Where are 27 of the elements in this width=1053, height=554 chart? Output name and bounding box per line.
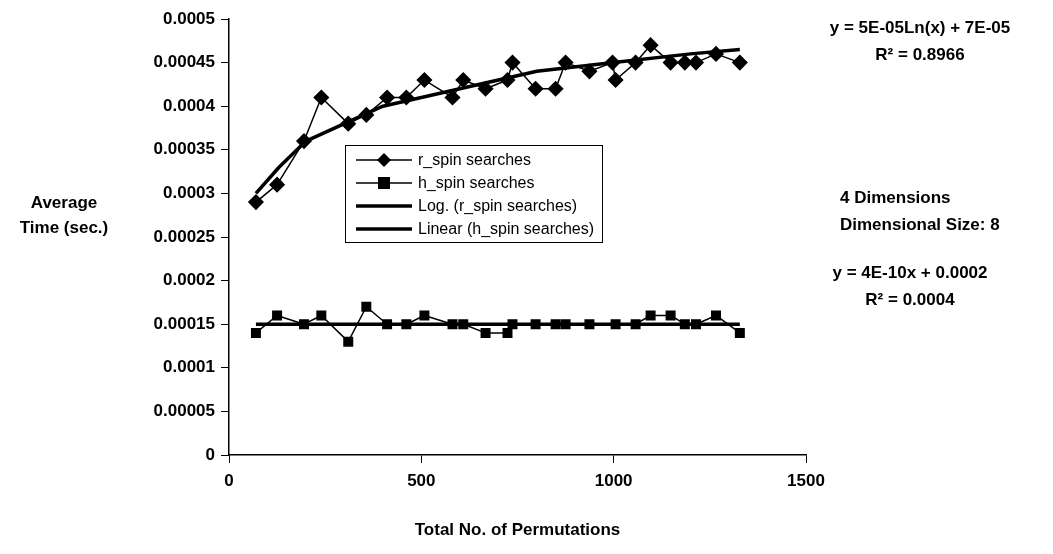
y-axis-title: Average Time (sec.)	[19, 192, 109, 239]
y-tick-label: 0	[205, 444, 215, 464]
x-tick-label: 1500	[787, 470, 825, 490]
y-tick-label: 0.0005	[163, 8, 215, 28]
y-tick-label: 0.0003	[163, 183, 215, 203]
text: Dimensional Size: 8	[840, 215, 1000, 235]
y-tick-label: 0.00005	[153, 401, 215, 421]
text: R² = 0.8966	[875, 45, 965, 65]
x-tick-label: 0	[224, 470, 234, 490]
y-tick-label: 0.0004	[163, 95, 216, 115]
text: R² = 0.0004	[865, 290, 955, 310]
x-tick-label: 500	[407, 470, 436, 490]
legend-label: h_spin searches	[418, 173, 535, 192]
y-tick-label: 0.00045	[153, 52, 215, 72]
text: y = 4E-10x + 0.0002	[832, 263, 988, 283]
y-tick-label: 0.00015	[153, 313, 215, 333]
text: y = 5E-05Ln(x) + 7E-05	[829, 18, 1011, 38]
x-tick-label: 1000	[594, 470, 633, 490]
y-tick-label: 0.00035	[153, 139, 215, 159]
legend-label: r_spin searches	[418, 150, 531, 169]
y-tick-label: 0.0001	[163, 357, 215, 377]
legend-label: Log. (r_spin searches)	[418, 196, 578, 215]
y-tick-label: 0.0002	[163, 270, 215, 290]
y-tick-label: 0.00025	[153, 226, 215, 246]
legend-label: Linear (h_spin searches)	[418, 219, 595, 238]
x-axis-title: Total No. of Permutations	[414, 520, 621, 540]
text: 4 Dimensions	[840, 188, 951, 208]
